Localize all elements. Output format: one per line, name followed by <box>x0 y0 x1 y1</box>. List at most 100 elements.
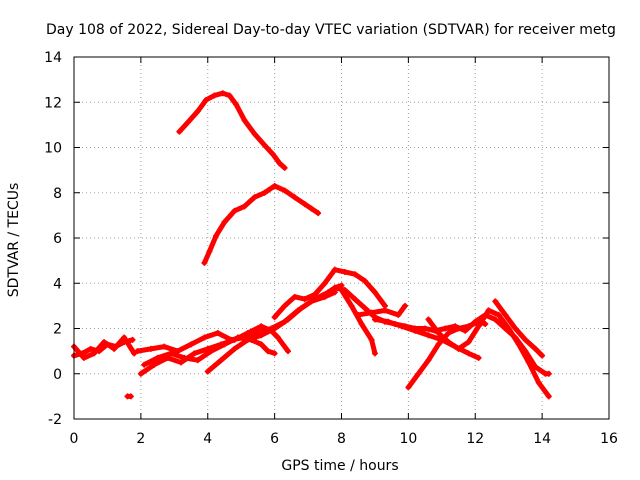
series-trace <box>425 307 552 399</box>
grid-lines <box>74 57 609 419</box>
data-point <box>539 352 546 359</box>
data-point <box>211 92 218 99</box>
series-trace <box>205 283 344 374</box>
data-point <box>147 345 154 352</box>
series-arc-10 <box>271 266 388 321</box>
data-point <box>127 393 134 400</box>
data-point <box>361 305 368 312</box>
data-point <box>188 341 195 348</box>
data-point <box>244 336 251 343</box>
data-point <box>515 341 522 348</box>
data-point <box>361 277 368 284</box>
data-point <box>194 357 201 364</box>
data-point <box>535 379 542 386</box>
data-point <box>231 345 238 352</box>
data-point <box>455 325 462 332</box>
y-tick-label: 4 <box>53 276 62 292</box>
data-point <box>281 187 288 194</box>
data-point <box>412 327 419 334</box>
data-point <box>231 207 238 214</box>
series-arc-1 <box>176 90 288 171</box>
series-arc-14 <box>371 316 482 361</box>
data-point <box>241 117 248 124</box>
data-point <box>475 354 482 361</box>
x-tick-label: 8 <box>337 431 346 447</box>
data-point <box>338 287 345 294</box>
data-point <box>422 325 429 332</box>
data-point <box>281 302 288 309</box>
data-point <box>465 323 472 330</box>
data-point <box>251 130 258 137</box>
x-tick-labels: 0 2 4 6 8 10 12 14 16 <box>70 431 618 447</box>
data-point <box>368 336 375 343</box>
data-point <box>137 370 144 377</box>
series-arc-2 <box>201 182 322 266</box>
data-point <box>492 298 499 305</box>
data-point <box>331 284 338 291</box>
data-point <box>402 302 409 309</box>
series-arc-17 <box>492 298 546 359</box>
series-trace <box>141 335 278 368</box>
data-point <box>311 291 318 298</box>
series-trace <box>272 267 388 320</box>
data-point <box>194 108 201 115</box>
data-point <box>355 311 362 318</box>
data-point <box>291 293 298 300</box>
data-point <box>532 345 539 352</box>
x-tick-label: 14 <box>533 431 551 447</box>
data-point <box>244 330 251 337</box>
data-point <box>191 350 198 357</box>
data-point <box>221 219 228 226</box>
data-point <box>301 201 308 208</box>
data-point <box>308 205 315 212</box>
data-point <box>271 314 278 321</box>
data-point <box>201 259 208 266</box>
data-point <box>219 90 226 97</box>
chart-title: Day 108 of 2022, Sidereal Day-to-day VTE… <box>46 22 616 38</box>
data-point <box>261 189 268 196</box>
data-point <box>371 316 378 323</box>
y-tick-label: 14 <box>44 50 62 66</box>
data-point <box>512 325 519 332</box>
data-point <box>385 318 392 325</box>
data-point <box>264 348 271 355</box>
data-point <box>121 334 128 341</box>
data-point <box>258 332 265 339</box>
data-point <box>425 332 432 339</box>
data-point <box>525 359 532 366</box>
data-point <box>129 336 136 343</box>
data-point <box>233 101 240 108</box>
data-point <box>368 309 375 316</box>
data-point <box>134 348 141 355</box>
data-point <box>522 336 529 343</box>
data-point <box>91 350 98 357</box>
data-point <box>465 350 472 357</box>
data-point <box>321 280 328 287</box>
data-point <box>445 330 452 337</box>
data-point <box>465 339 472 346</box>
x-tick-label: 12 <box>466 431 484 447</box>
data-point <box>241 203 248 210</box>
data-point <box>492 316 499 323</box>
data-point <box>291 194 298 201</box>
data-point <box>475 323 482 330</box>
data-point <box>371 289 378 296</box>
data-point <box>271 182 278 189</box>
data-point <box>495 311 502 318</box>
y-tick-label: -2 <box>48 412 62 428</box>
data-series <box>71 90 552 400</box>
data-point <box>161 343 168 350</box>
data-point <box>405 384 412 391</box>
data-point <box>502 311 509 318</box>
data-point <box>269 151 276 158</box>
data-point <box>167 350 174 357</box>
data-point <box>331 266 338 273</box>
data-point <box>351 271 358 278</box>
y-tick-labels: -2 0 2 4 6 8 10 12 14 <box>44 50 62 428</box>
data-point <box>485 307 492 314</box>
data-point <box>251 194 258 201</box>
data-point <box>425 316 432 323</box>
series-arc-9 <box>204 282 345 375</box>
data-point <box>435 341 442 348</box>
